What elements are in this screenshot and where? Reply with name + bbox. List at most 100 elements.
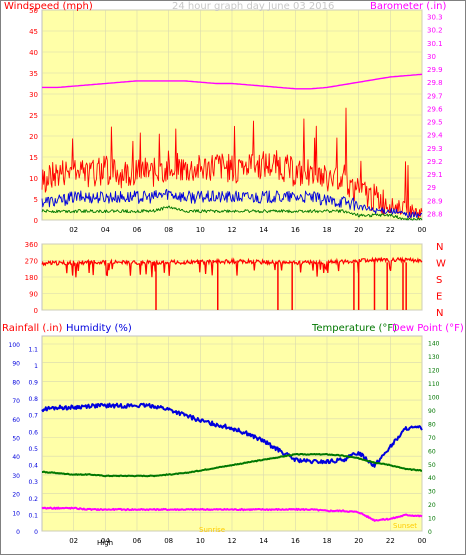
rain-tick-label: 0.8: [28, 396, 38, 403]
series-barometer: [42, 73, 423, 90]
barometer-tick-label: 30: [427, 53, 436, 61]
direction-tick-label: 270: [25, 258, 38, 266]
compass-label: E: [436, 292, 442, 303]
rain-tick-label: 0.2: [28, 496, 38, 503]
wind-x-tick-label: 00: [418, 226, 427, 234]
windspeed-tick-label: 35: [29, 70, 38, 78]
barometer-tick-label: 29.2: [427, 158, 443, 166]
temperature-axis-label: Temperature (°F): [311, 323, 397, 334]
wind-x-tick-label: 12: [228, 226, 237, 234]
rain-tick-label: 0.3: [28, 479, 38, 486]
compass-label: N: [436, 308, 443, 319]
rain-tick-label: 0.9: [28, 380, 38, 387]
humidity-tick-label: 20: [12, 492, 20, 499]
temperature-tick-label: 30: [428, 489, 436, 496]
direction-tick-label: 0: [34, 307, 38, 315]
rain-humidity-axes: 02 04 06 08 10 12 14 16 18 20 22 000102030405060708…: [9, 341, 440, 545]
windspeed-tick-label: 50: [29, 7, 38, 15]
direction-tick-label: 90: [29, 291, 38, 299]
rain-x-tick-label: 18: [323, 537, 332, 545]
windspeed-tick-label: 20: [29, 133, 38, 141]
rain-tick-label: 0.1: [28, 512, 38, 519]
rain-tick-label: 1.1: [28, 346, 38, 353]
series-humidity: [41, 402, 423, 468]
barometer-tick-label: 30.1: [427, 40, 443, 48]
temperature-tick-label: 120: [428, 368, 440, 375]
temperature-tick-label: 60: [428, 448, 436, 455]
rain-tick-label: 0.6: [28, 429, 38, 436]
humidity-tick-label: 50: [12, 436, 20, 443]
direction-tick-label: 180: [25, 274, 38, 282]
barometer-tick-label: 30.3: [427, 14, 443, 22]
humidity-tick-label: 90: [12, 361, 20, 368]
wind-panel-series: [41, 73, 423, 221]
temperature-tick-label: 0: [428, 529, 432, 536]
chart-title: 24 hour graph day June 03 2016: [172, 1, 334, 12]
temperature-tick-label: 130: [428, 354, 440, 361]
rain-x-tick-label: 16: [291, 537, 300, 545]
humidity-tick-label: 100: [9, 342, 21, 349]
barometer-tick-label: 29.5: [427, 119, 443, 127]
barometer-tick-label: 29.9: [427, 66, 443, 74]
rain-x-tick-label: 02: [69, 537, 78, 545]
series-dew-point: [41, 506, 423, 522]
windspeed-tick-label: 25: [29, 112, 38, 120]
compass-label: N: [436, 242, 443, 253]
barometer-tick-label: 29.8: [427, 79, 443, 87]
direction-tick-label: 360: [25, 241, 38, 249]
wind-x-tick-label: 04: [101, 226, 110, 234]
windspeed-tick-label: 0: [34, 217, 38, 225]
windspeed-tick-label: 45: [29, 28, 38, 36]
humidity-tick-label: 60: [12, 417, 20, 424]
humidity-tick-label: 40: [12, 454, 20, 461]
barometer-tick-label: 29.7: [427, 92, 443, 100]
windspeed-tick-label: 5: [34, 196, 38, 204]
dewpoint-axis-label: Dew Point (°F): [392, 323, 464, 334]
rainfall-axis-label: Rainfall (.in): [2, 323, 63, 334]
rain-tick-label: 1: [34, 363, 38, 370]
rain-tick-label: 0.5: [28, 446, 38, 453]
temperature-tick-label: 80: [428, 421, 436, 428]
rain-x-tick-label: 12: [228, 537, 237, 545]
barometer-tick-label: 29.3: [427, 145, 443, 153]
barometer-tick-label: 28.9: [427, 197, 443, 205]
wind-x-tick-label: 18: [323, 226, 332, 234]
temperature-tick-label: 140: [428, 341, 440, 348]
windspeed-tick-label: 30: [29, 91, 38, 99]
rain-x-tick-label: 04: [101, 537, 110, 545]
rain-x-tick-label: 10: [196, 537, 205, 545]
humidity-tick-label: 0: [16, 529, 20, 536]
wind-x-tick-label: 20: [354, 226, 363, 234]
wind-x-tick-label: 10: [196, 226, 205, 234]
direction-panel-series: [41, 256, 423, 310]
windspeed-axis-label: Windspeed (mph): [4, 1, 93, 12]
temperature-tick-label: 20: [428, 502, 436, 509]
barometer-tick-label: 29.1: [427, 171, 443, 179]
windspeed-tick-label: 40: [29, 49, 38, 57]
rain-x-tick-label: 06: [133, 537, 142, 545]
series-gust: [41, 107, 423, 220]
wind-x-tick-label: 22: [386, 226, 395, 234]
wind-x-tick-label: 14: [259, 226, 268, 234]
series-average: [41, 205, 423, 221]
series-temperature: [42, 453, 423, 478]
temperature-tick-label: 10: [428, 516, 436, 523]
temperature-tick-label: 100: [428, 395, 440, 402]
wind-x-tick-label: 08: [164, 226, 173, 234]
barometer-tick-label: 29.6: [427, 105, 443, 113]
humidity-tick-label: 70: [12, 398, 20, 405]
windspeed-tick-label: 10: [29, 175, 38, 183]
rain-humidity-series: [41, 402, 423, 522]
wind-x-tick-label: 06: [133, 226, 142, 234]
rain-tick-label: 0.7: [28, 413, 38, 420]
series-windspeed: [41, 188, 423, 219]
rain-x-tick-label: 20: [354, 537, 363, 545]
barometer-axis-label: Barometer (.in): [370, 1, 446, 12]
barometer-tick-label: 28.8: [427, 210, 443, 218]
wind-x-tick-label: 02: [69, 226, 78, 234]
wind-panel-axes: 02 04 06 08 10 12 14 16 18 20 22 000510152025303540…: [29, 7, 443, 234]
humidity-tick-label: 30: [12, 473, 20, 480]
